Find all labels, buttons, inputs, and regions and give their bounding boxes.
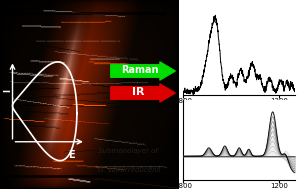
X-axis label: Raman shift / cm⁻¹: Raman shift / cm⁻¹ bbox=[203, 105, 275, 114]
Text: I: I bbox=[4, 89, 13, 92]
Y-axis label: Absorbance: Absorbance bbox=[173, 117, 182, 163]
Text: E: E bbox=[68, 150, 75, 160]
FancyArrowPatch shape bbox=[111, 62, 175, 80]
Text: G. sulfurreducens: G. sulfurreducens bbox=[98, 167, 161, 173]
FancyArrowPatch shape bbox=[111, 84, 175, 102]
Text: IR: IR bbox=[132, 87, 144, 97]
Text: Submonolayer of: Submonolayer of bbox=[98, 148, 158, 154]
Text: Raman: Raman bbox=[121, 65, 159, 75]
